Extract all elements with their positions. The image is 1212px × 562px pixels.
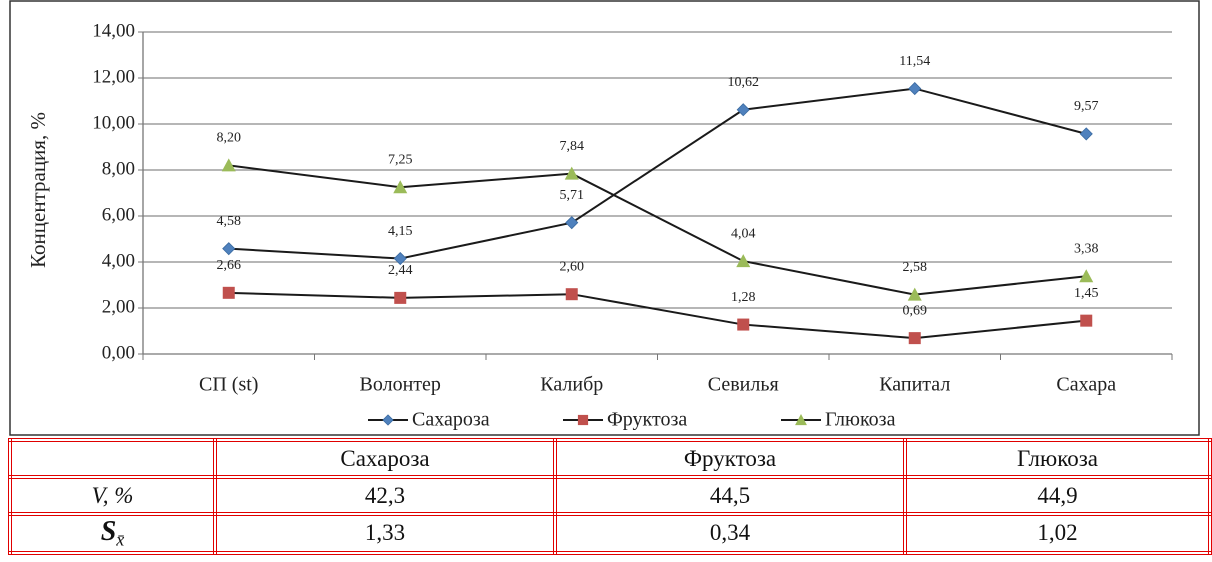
marker bbox=[564, 166, 579, 180]
y-axis-label: Концентрация, % bbox=[26, 112, 50, 268]
x-tick-label: Калибр bbox=[540, 374, 603, 396]
marker bbox=[393, 251, 407, 266]
x-tick-label: Волонтер bbox=[360, 374, 441, 396]
legend-marker bbox=[382, 414, 394, 426]
data-label: 1,45 bbox=[1074, 286, 1099, 301]
cell: 1,33 bbox=[213, 512, 557, 555]
legend-label: Глюкоза bbox=[825, 409, 896, 431]
marker bbox=[907, 287, 922, 301]
symbol: S bbox=[100, 516, 117, 547]
data-label: 11,54 bbox=[899, 54, 930, 69]
marker bbox=[1079, 127, 1093, 141]
header-cell: Фруктоза bbox=[553, 438, 907, 479]
chart: Концентрация, % 0,00 2,00 4,00 6,00 8,00 10,0… bbox=[9, 0, 1200, 436]
data-label: 8,20 bbox=[217, 131, 242, 146]
data-label: 1,28 bbox=[731, 290, 756, 305]
y-tick-label: 12,00 bbox=[92, 66, 135, 87]
cell: 42,3 bbox=[213, 475, 557, 516]
row-label: Sx̄ bbox=[8, 512, 217, 555]
marker bbox=[222, 242, 236, 256]
data-label: 2,58 bbox=[903, 260, 928, 275]
data-label: 7,25 bbox=[388, 152, 413, 167]
y-tick-label: 0,00 bbox=[102, 342, 135, 363]
table-row: Sx̄ 1,33 0,34 1,02 bbox=[8, 512, 1212, 555]
data-label: 3,38 bbox=[1074, 241, 1099, 256]
series-line bbox=[228, 164, 1087, 296]
y-tick-label: 14,00 bbox=[92, 20, 135, 41]
data-label: 10,62 bbox=[728, 75, 760, 90]
header-cell: Глюкоза bbox=[903, 438, 1212, 479]
data-label: 7,84 bbox=[560, 139, 585, 154]
legend-marker bbox=[577, 414, 589, 426]
stats-table: Сахароза Фруктоза Глюкоза V, % 42,3 44,5… bbox=[8, 438, 1212, 555]
y-tick-label: 10,00 bbox=[92, 112, 135, 133]
data-label: 4,15 bbox=[388, 224, 413, 239]
header-cell: Сахароза bbox=[213, 438, 557, 479]
series-line bbox=[228, 291, 1087, 340]
y-tick-label: 6,00 bbox=[102, 204, 135, 225]
legend-label: Сахароза bbox=[412, 409, 490, 431]
marker bbox=[736, 103, 750, 117]
y-tick-label: 4,00 bbox=[102, 250, 135, 271]
legend-label: Фруктоза bbox=[607, 409, 687, 431]
cell: 44,5 bbox=[553, 475, 907, 516]
marker bbox=[908, 82, 922, 96]
data-label: 0,69 bbox=[903, 303, 928, 318]
marker bbox=[908, 332, 921, 345]
marker bbox=[222, 286, 235, 299]
marker bbox=[393, 180, 408, 194]
marker bbox=[565, 216, 579, 230]
y-tick-label: 2,00 bbox=[102, 296, 135, 317]
x-tick-label: Сахара bbox=[1056, 374, 1116, 396]
series-line bbox=[228, 87, 1087, 260]
marker bbox=[394, 291, 407, 304]
marker bbox=[1080, 314, 1093, 327]
x-tick-label: Севилья bbox=[708, 374, 779, 396]
x-tick-label: Капитал bbox=[879, 374, 950, 396]
data-label: 2,60 bbox=[560, 259, 585, 274]
data-label: 9,57 bbox=[1074, 99, 1099, 114]
cell: 0,34 bbox=[553, 512, 907, 555]
y-tick-label: 8,00 bbox=[102, 158, 135, 179]
data-label: 5,71 bbox=[560, 188, 585, 203]
data-label: 2,44 bbox=[388, 263, 413, 278]
marker bbox=[565, 288, 578, 301]
symbol-subscript: x̄ bbox=[116, 529, 125, 550]
table-header-row: Сахароза Фруктоза Глюкоза bbox=[8, 438, 1212, 479]
row-label: V, % bbox=[8, 475, 217, 516]
chart-frame bbox=[9, 0, 1200, 436]
data-label: 2,66 bbox=[217, 258, 242, 273]
cell: 1,02 bbox=[903, 512, 1212, 555]
marker bbox=[736, 254, 751, 268]
corner-cell bbox=[8, 438, 217, 479]
marker bbox=[737, 318, 750, 331]
marker bbox=[221, 158, 236, 172]
legend-marker bbox=[795, 414, 807, 426]
data-label: 4,58 bbox=[217, 214, 242, 229]
table-row: V, % 42,3 44,5 44,9 bbox=[8, 475, 1212, 516]
cell: 44,9 bbox=[903, 475, 1212, 516]
marker bbox=[1079, 269, 1094, 283]
data-label: 4,04 bbox=[731, 226, 756, 241]
x-tick-label: СП (st) bbox=[199, 374, 258, 396]
